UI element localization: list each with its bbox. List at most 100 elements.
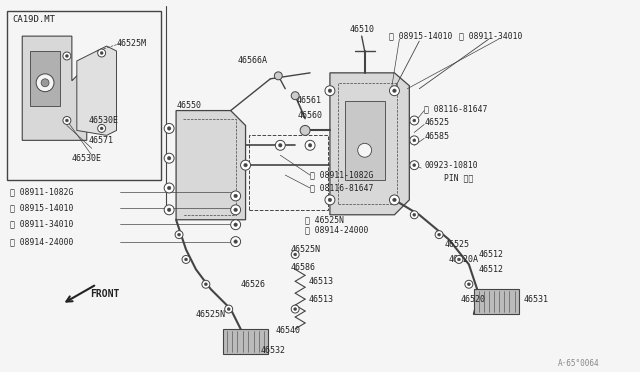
Circle shape	[164, 124, 174, 134]
Polygon shape	[474, 289, 518, 314]
Circle shape	[438, 233, 440, 236]
Circle shape	[234, 208, 237, 212]
Bar	[345, 101, 385, 180]
Circle shape	[410, 161, 419, 170]
Text: PIN ピン: PIN ピン	[444, 174, 474, 183]
Circle shape	[410, 116, 419, 125]
Circle shape	[234, 223, 237, 227]
Circle shape	[413, 164, 416, 167]
Circle shape	[65, 119, 68, 122]
Circle shape	[291, 305, 299, 313]
Circle shape	[455, 256, 463, 263]
Circle shape	[294, 308, 297, 311]
Circle shape	[98, 49, 106, 57]
Circle shape	[244, 163, 247, 167]
Circle shape	[230, 205, 241, 215]
Text: Ⓝ 08911-34010: Ⓝ 08911-34010	[10, 219, 74, 228]
Circle shape	[358, 143, 372, 157]
Text: 46585: 46585	[424, 132, 449, 141]
Circle shape	[410, 136, 419, 145]
Circle shape	[177, 233, 180, 236]
Polygon shape	[223, 329, 268, 354]
Text: 46525M: 46525M	[116, 39, 147, 48]
Circle shape	[328, 198, 332, 202]
Text: Ⓜ 08116-81647: Ⓜ 08116-81647	[424, 104, 488, 113]
Circle shape	[234, 240, 237, 243]
Circle shape	[458, 258, 460, 261]
Circle shape	[278, 144, 282, 147]
Polygon shape	[22, 36, 87, 140]
Text: 46540: 46540	[275, 326, 300, 336]
Circle shape	[410, 211, 419, 219]
Circle shape	[167, 156, 171, 160]
Circle shape	[413, 139, 416, 142]
Text: 46525: 46525	[424, 118, 449, 127]
Text: 46520A: 46520A	[449, 255, 479, 264]
Text: Ⓝ 46525N: Ⓝ 46525N	[305, 215, 344, 224]
Circle shape	[393, 198, 396, 202]
Text: Ⓝ 08911-1082G: Ⓝ 08911-1082G	[310, 171, 374, 180]
Circle shape	[275, 140, 285, 150]
Circle shape	[204, 283, 207, 286]
Circle shape	[467, 283, 470, 286]
Circle shape	[36, 74, 54, 92]
Circle shape	[308, 144, 312, 147]
Circle shape	[390, 195, 399, 205]
Circle shape	[291, 250, 299, 259]
Text: Ⓝ 08911-34010: Ⓝ 08911-34010	[459, 32, 522, 41]
Text: 46512: 46512	[479, 250, 504, 259]
Circle shape	[65, 54, 68, 57]
Circle shape	[234, 194, 237, 198]
Text: 46512: 46512	[479, 265, 504, 274]
Text: 46513: 46513	[308, 295, 333, 304]
Circle shape	[98, 125, 106, 132]
Text: A·65°0064: A·65°0064	[558, 359, 600, 368]
Circle shape	[63, 116, 71, 125]
Circle shape	[167, 208, 171, 212]
Circle shape	[393, 89, 396, 93]
Circle shape	[164, 183, 174, 193]
Text: Ⓝ 08911-1082G: Ⓝ 08911-1082G	[10, 187, 74, 196]
Bar	[338, 83, 397, 204]
Circle shape	[230, 237, 241, 247]
Circle shape	[325, 86, 335, 96]
Circle shape	[100, 127, 103, 130]
Text: Ⓝ 08914-24000: Ⓝ 08914-24000	[10, 237, 74, 246]
Circle shape	[325, 195, 335, 205]
Circle shape	[465, 280, 473, 288]
Text: 46571: 46571	[89, 136, 114, 145]
Text: 46531: 46531	[524, 295, 548, 304]
Text: Ⓜ 08116-81647: Ⓜ 08116-81647	[310, 183, 374, 192]
Text: Ⓝ 08914-24000: Ⓝ 08914-24000	[305, 225, 369, 234]
Circle shape	[390, 86, 399, 96]
Circle shape	[300, 125, 310, 135]
Text: 46520: 46520	[461, 295, 486, 304]
Text: 00923-10810: 00923-10810	[424, 161, 478, 170]
Circle shape	[167, 186, 171, 190]
Polygon shape	[176, 110, 246, 220]
Circle shape	[413, 119, 416, 122]
Circle shape	[413, 213, 416, 216]
Bar	[248, 135, 328, 210]
Text: 46525N: 46525N	[196, 310, 226, 318]
Text: Ⓗ 08915-14010: Ⓗ 08915-14010	[10, 203, 74, 212]
Circle shape	[328, 89, 332, 93]
Circle shape	[175, 231, 183, 238]
Text: 46525N: 46525N	[290, 245, 320, 254]
Text: 46550: 46550	[176, 101, 201, 110]
Text: CA19D.MT: CA19D.MT	[12, 15, 55, 24]
Bar	[30, 51, 60, 106]
Circle shape	[291, 92, 299, 100]
Circle shape	[305, 140, 315, 150]
Circle shape	[275, 72, 282, 80]
Circle shape	[230, 191, 241, 201]
Text: 46530E: 46530E	[72, 154, 102, 163]
Circle shape	[100, 51, 103, 54]
Bar	[7, 11, 161, 180]
Polygon shape	[77, 46, 116, 135]
Text: 46560: 46560	[297, 111, 322, 120]
Circle shape	[294, 253, 297, 256]
Circle shape	[182, 256, 190, 263]
Text: 46532: 46532	[260, 346, 285, 355]
Text: 46525: 46525	[444, 240, 469, 249]
